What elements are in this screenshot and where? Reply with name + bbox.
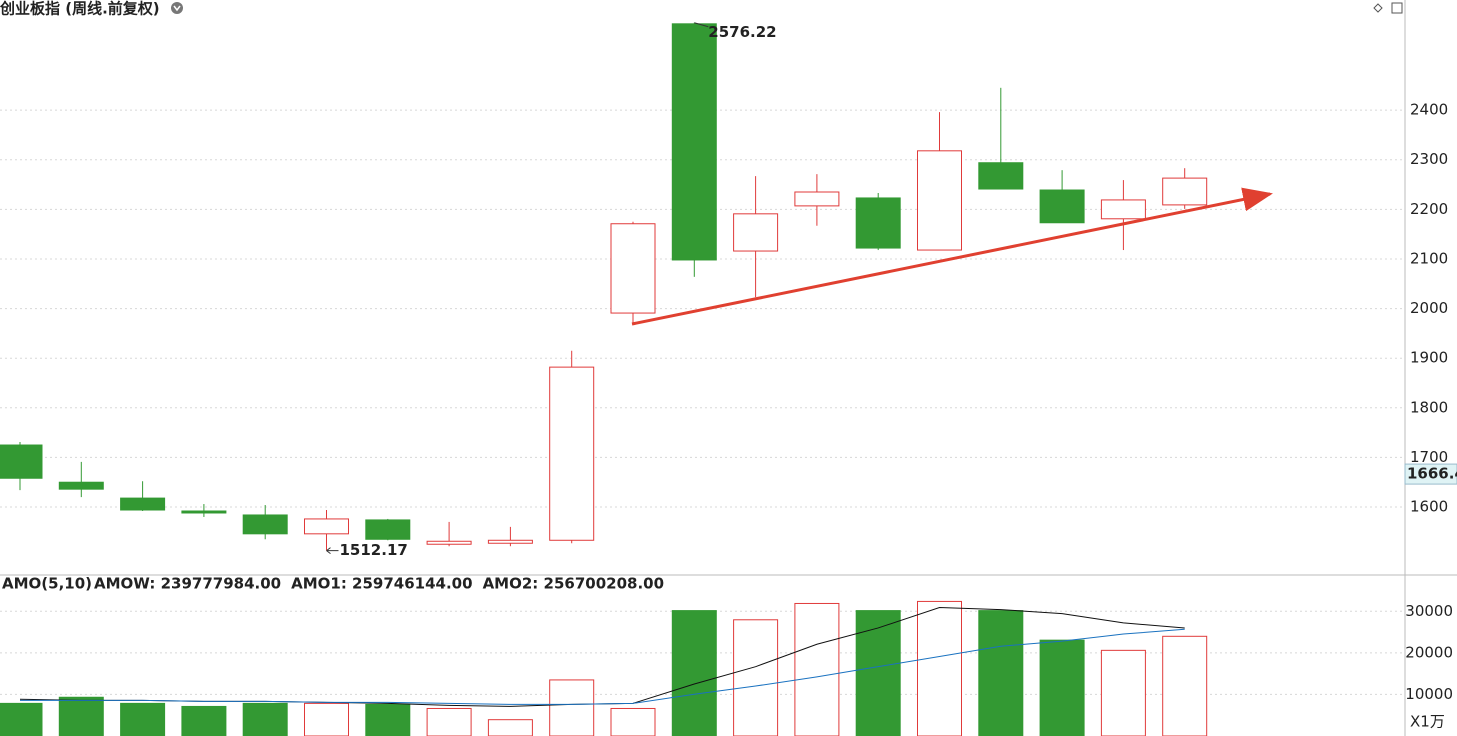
candle-body	[181, 510, 227, 514]
volume-bar	[58, 696, 104, 736]
candle-body	[917, 150, 962, 251]
chart-title: 创业板指 (周线.前复权)	[0, 0, 160, 18]
volume-bar	[1039, 639, 1085, 736]
candle-body	[426, 540, 472, 545]
y-tick-label: 2300	[1410, 150, 1448, 168]
icon-diamond[interactable]	[1373, 3, 1383, 13]
candle-body	[794, 191, 840, 207]
y-tick-label: 1600	[1410, 498, 1448, 516]
y-tick-label: 2000	[1410, 299, 1448, 317]
volume-bar	[794, 602, 840, 736]
y-tick-label: 2400	[1410, 101, 1448, 119]
y-tick-label: 1700	[1410, 448, 1448, 466]
candle-body	[304, 518, 349, 535]
volume-bar	[1100, 649, 1146, 736]
volume-bar	[978, 610, 1024, 736]
candle-body	[120, 497, 166, 511]
pane-title: AMO(5,10)	[2, 575, 92, 593]
volume-bar	[855, 610, 901, 736]
volume-bar	[242, 702, 288, 736]
candle-body	[1162, 177, 1208, 206]
candle-body	[610, 223, 656, 314]
volume-bar	[426, 707, 472, 736]
candle-body	[671, 23, 717, 261]
volume-bar	[610, 707, 656, 736]
unit-label: X1万	[1410, 713, 1445, 731]
candle-body	[549, 366, 595, 541]
volume-bar	[487, 719, 533, 736]
volume-bar	[917, 600, 962, 736]
cursor-price-box	[1404, 463, 1457, 485]
annotation-arrow	[326, 547, 339, 555]
volume-bar	[181, 705, 227, 736]
y-tick-label: 1800	[1410, 398, 1448, 416]
volume-bar	[1162, 635, 1208, 736]
y-tick-label: 2200	[1410, 200, 1448, 218]
icon-panel[interactable]	[1391, 2, 1403, 14]
y-tick-label: 1900	[1410, 349, 1448, 367]
volume-bar	[549, 679, 595, 736]
candle-body	[733, 213, 779, 252]
annotation-arrow	[694, 22, 709, 28]
y-tick-label: 2100	[1410, 249, 1448, 267]
candle-body	[58, 481, 104, 490]
candle-body	[1100, 199, 1146, 220]
volume-bar	[365, 703, 411, 736]
menu-chevron	[173, 5, 181, 12]
candle-body	[1039, 189, 1085, 224]
y-tick-label: 10000	[1405, 685, 1453, 703]
low-label: 1512.17	[340, 541, 408, 559]
candle-body	[0, 444, 43, 479]
volume-bar	[671, 610, 717, 736]
candle-body	[487, 539, 533, 544]
cursor-price-label: 1666.4	[1407, 465, 1457, 483]
candle-body	[855, 197, 901, 249]
trend-arrow	[631, 187, 1273, 326]
y-tick-label: 20000	[1405, 643, 1453, 661]
title-menu[interactable]	[171, 2, 183, 14]
legend-entry: AMO2: 256700208.00	[483, 575, 664, 593]
legend-entry: AMOW: 239777984.00	[94, 575, 281, 593]
ma-line	[20, 628, 1185, 705]
y-tick-label: 30000	[1405, 602, 1453, 620]
volume-bar	[304, 702, 349, 736]
candle-body	[978, 162, 1024, 190]
volume-bar	[0, 702, 43, 736]
high-label: 2576.22	[708, 23, 776, 41]
legend-entry: AMO1: 259746144.00	[291, 575, 472, 593]
volume-bar	[120, 702, 166, 736]
candle-body	[242, 514, 288, 535]
candle-body	[365, 519, 411, 540]
volume-bar	[733, 619, 779, 736]
